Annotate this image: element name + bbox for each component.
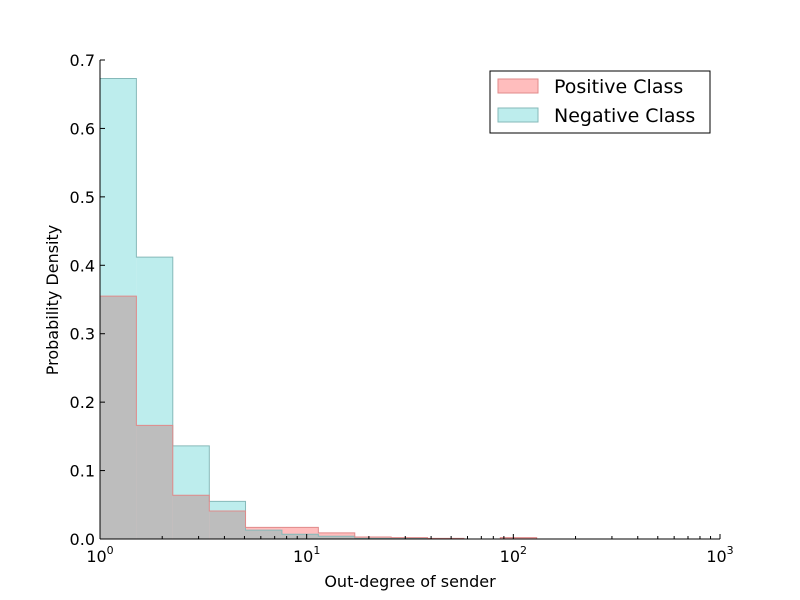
- overlap-bar: [245, 530, 282, 539]
- y-axis-title: Probability Density: [43, 225, 62, 376]
- x-ticks: 100 101 102 103: [86, 534, 734, 566]
- x-tick-label: 103: [706, 544, 733, 566]
- legend-swatch-positive: [497, 78, 539, 94]
- y-tick-label: 0.0: [70, 530, 95, 549]
- x-tick-label: 102: [500, 544, 527, 566]
- y-tick-label: 0.5: [70, 188, 95, 207]
- legend: Positive Class Negative Class: [489, 70, 711, 134]
- x-axis-title: Out-degree of sender: [324, 572, 496, 591]
- legend-label-negative: Negative Class: [554, 105, 695, 127]
- overlap-bar: [100, 296, 137, 539]
- x-tick-label: 101: [293, 544, 320, 566]
- legend-label-positive: Positive Class: [554, 76, 683, 98]
- x-tick-label: 100: [86, 544, 113, 566]
- overlap-bar: [318, 536, 355, 539]
- overlap-bars: [100, 296, 428, 539]
- overlap-bar: [136, 425, 173, 539]
- y-tick-label: 0.6: [70, 119, 95, 138]
- y-tick-label: 0.3: [70, 325, 95, 344]
- y-ticks: 0.0 0.1 0.2 0.3 0.4 0.5 0.6 0.7: [70, 51, 105, 549]
- overlap-bar: [209, 510, 246, 539]
- y-tick-label: 0.4: [70, 256, 95, 275]
- positive-class-bar: [500, 537, 537, 539]
- positive-class-bar: [281, 527, 319, 539]
- overlap-bar: [172, 495, 210, 539]
- y-tick-label: 0.2: [70, 393, 95, 412]
- overlap-bar: [281, 534, 319, 539]
- legend-swatch-negative: [497, 107, 539, 123]
- y-tick-label: 0.1: [70, 462, 95, 481]
- y-tick-label: 0.7: [70, 51, 95, 70]
